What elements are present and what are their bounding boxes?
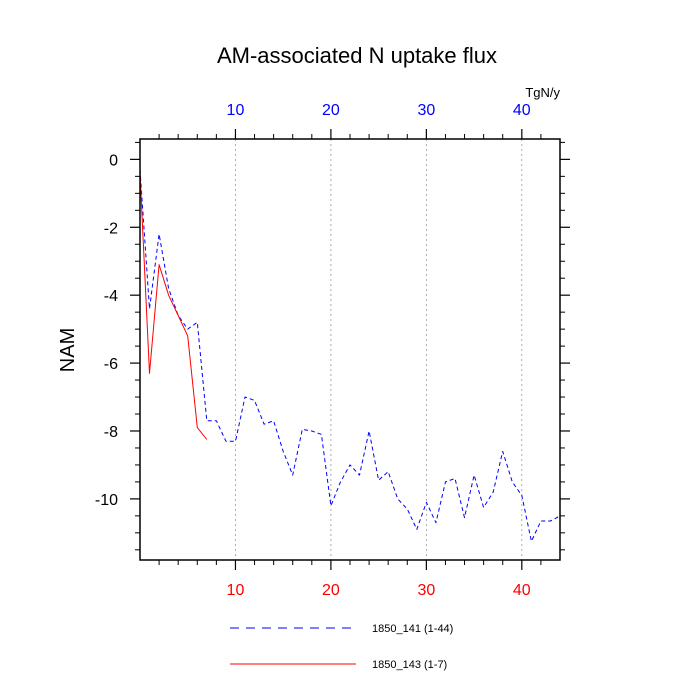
plot-series	[139, 169, 561, 542]
y-tick-label: -2	[104, 220, 118, 237]
grid-lines	[235, 139, 523, 560]
plot-frame	[139, 138, 561, 561]
legend-label-1850-141: 1850_141 (1-44)	[372, 623, 453, 635]
chart-title: AM-associated N uptake flux	[217, 43, 497, 68]
x-tick-label-bottom: 30	[417, 582, 435, 599]
axis-ticks: 10 10 20 20 30 30 40 40 0 -2 -4 -6 -8 -10	[95, 102, 570, 599]
y-tick-label: 0	[109, 152, 118, 169]
y-tick-label: -4	[104, 288, 118, 305]
y-axis-label: NAM	[57, 328, 79, 372]
top-axis-units: TgN/y	[525, 85, 560, 100]
x-tick-label-bottom: 20	[322, 582, 340, 599]
x-tick-label-bottom: 10	[227, 582, 245, 599]
minor-ticks	[135, 134, 565, 565]
y-tick-label: -10	[95, 492, 118, 509]
x-tick-label-top: 20	[322, 102, 340, 119]
x-tick-label-top: 40	[513, 102, 531, 119]
series-line-1850-141	[139, 169, 561, 542]
x-tick-label-bottom: 40	[513, 582, 531, 599]
legend: 1850_141 (1-44) 1850_143 (1-7)	[230, 623, 453, 671]
x-tick-label-top: 30	[417, 102, 435, 119]
series-line-1850-143	[139, 172, 208, 440]
x-tick-label-top: 10	[227, 102, 245, 119]
legend-label-1850-143: 1850_143 (1-7)	[372, 659, 447, 671]
y-tick-label: -8	[104, 424, 118, 441]
y-tick-label: -6	[104, 356, 118, 373]
